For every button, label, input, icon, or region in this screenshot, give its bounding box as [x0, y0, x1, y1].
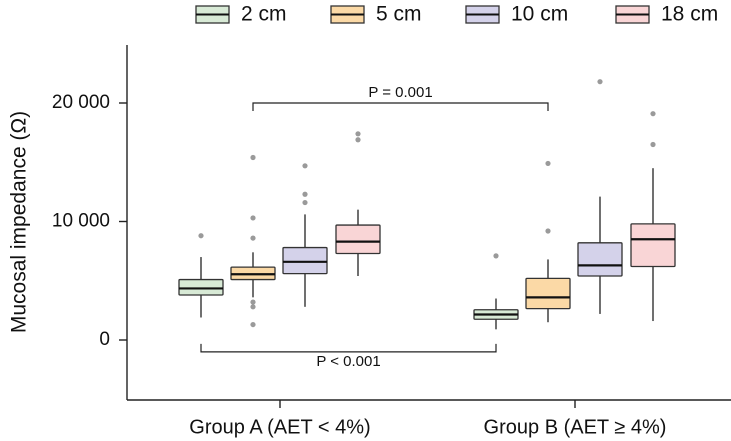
- y-axis-label: Mucosal impedance (Ω): [8, 111, 31, 333]
- outlier-point: [650, 111, 656, 117]
- x-ticks: Group A (AET < 4%) Group B (AET ≥ 4%): [189, 400, 666, 438]
- box-iqr: [577, 242, 623, 277]
- legend-label: 18 cm: [661, 3, 718, 26]
- box-18cm-group-a: [335, 131, 381, 277]
- significance-bracket: P = 0.001: [252, 84, 549, 111]
- axes: Mucosal impedance (Ω): [8, 45, 731, 401]
- outlier-point: [597, 79, 603, 85]
- outlier-point: [250, 215, 256, 221]
- box-2cm-group-a: [178, 233, 224, 318]
- legend-label: 2 cm: [241, 3, 287, 26]
- legend-item-2cm: 2 cm: [195, 3, 287, 26]
- box-iqr: [525, 277, 571, 310]
- outlier-point: [250, 154, 256, 161]
- outlier-point: [545, 228, 551, 234]
- y-tick-label: 20 000: [52, 92, 110, 113]
- outlier-point: [493, 253, 499, 259]
- box-5cm-group-a: [230, 154, 276, 328]
- outlier-point: [250, 321, 256, 328]
- y-tick-label: 10 000: [52, 211, 110, 232]
- x-tick-label: Group B (AET ≥ 4%): [484, 416, 667, 438]
- box-iqr: [630, 223, 676, 268]
- outlier-point: [302, 191, 308, 197]
- box-iqr: [282, 246, 328, 275]
- box-10cm-group-b: [577, 79, 623, 314]
- box-2cm-group-b: [473, 253, 519, 330]
- outlier-point: [302, 199, 308, 206]
- legend-item-18cm: 18 cm: [615, 3, 718, 26]
- box-iqr: [178, 278, 224, 296]
- legend: 2 cm 5 cm 10 cm 18 cm: [195, 3, 718, 26]
- annotations: P = 0.001 P < 0.001: [200, 84, 549, 370]
- y-tick-label: 0: [99, 329, 110, 350]
- boxes: [178, 79, 676, 330]
- outlier-point: [545, 160, 551, 167]
- legend-label: 5 cm: [376, 3, 422, 26]
- outlier-point: [355, 131, 361, 137]
- legend-item-5cm: 5 cm: [330, 3, 422, 26]
- outlier-point: [198, 233, 204, 239]
- box-iqr: [335, 224, 381, 255]
- bracket-line: [252, 102, 549, 111]
- box-5cm-group-b: [525, 160, 571, 323]
- outlier-point: [302, 163, 308, 169]
- bracket-label: P < 0.001: [316, 353, 380, 370]
- outlier-point: [250, 235, 256, 241]
- box-18cm-group-b: [630, 111, 676, 322]
- outlier-point: [250, 299, 256, 305]
- box-10cm-group-a: [282, 163, 328, 307]
- outlier-point: [355, 137, 361, 143]
- legend-item-10cm: 10 cm: [465, 3, 568, 26]
- bracket-line: [200, 343, 497, 353]
- bracket-label: P = 0.001: [368, 84, 432, 101]
- legend-label: 10 cm: [511, 3, 568, 26]
- outlier-point: [650, 141, 656, 148]
- significance-bracket: P < 0.001: [200, 343, 497, 370]
- outlier-point: [250, 304, 256, 310]
- y-ticks: 0 10 000 20 000: [52, 92, 127, 350]
- x-tick-label: Group A (AET < 4%): [189, 416, 370, 438]
